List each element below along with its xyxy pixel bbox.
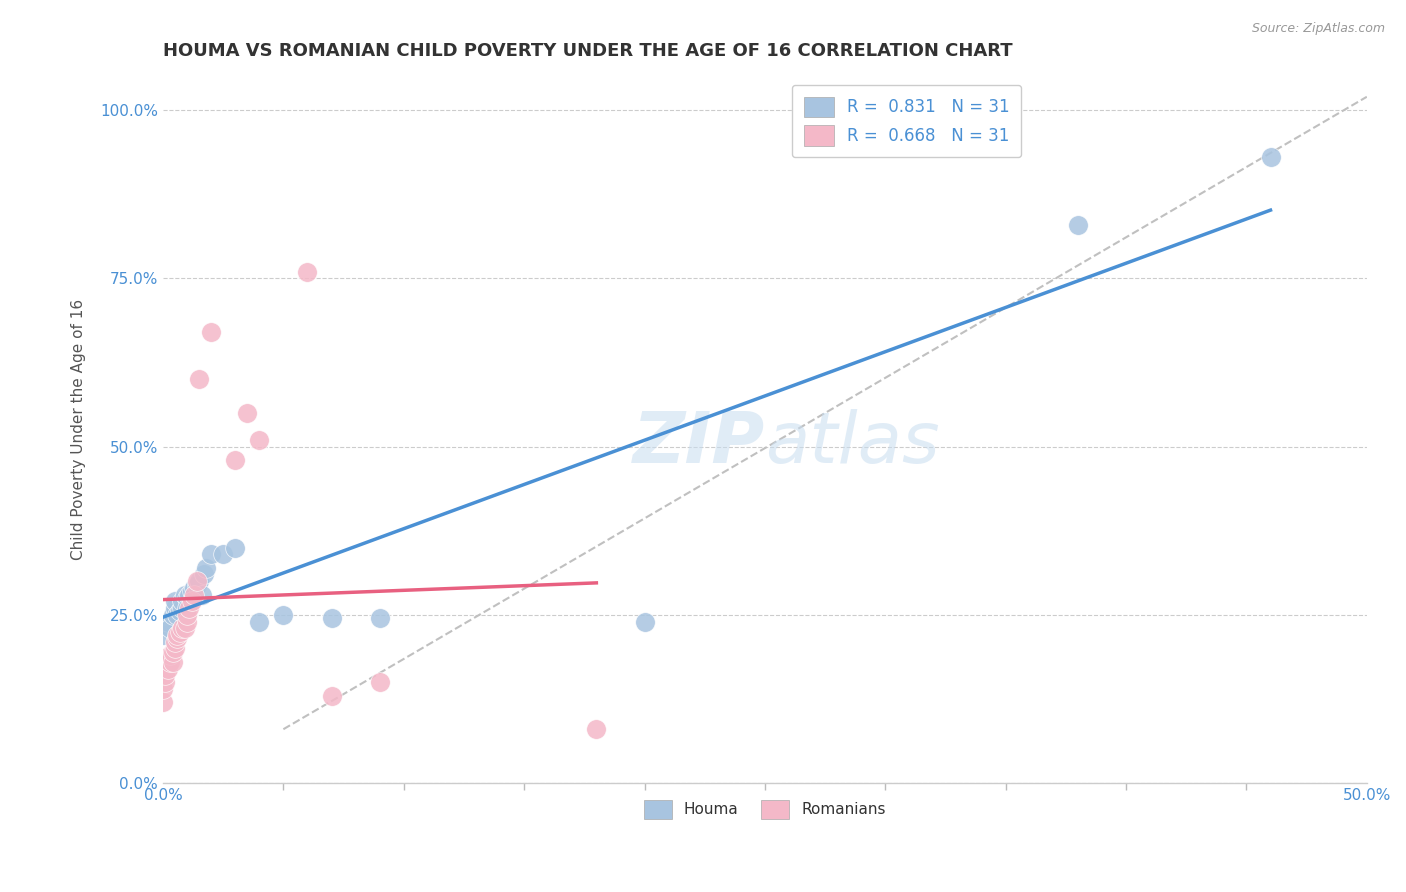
- Point: [163, 594, 186, 608]
- Point: [236, 406, 259, 420]
- Point: [1067, 218, 1090, 232]
- Point: [200, 547, 222, 561]
- Point: [155, 675, 177, 690]
- Text: HOUMA VS ROMANIAN CHILD POVERTY UNDER THE AGE OF 16 CORRELATION CHART: HOUMA VS ROMANIAN CHILD POVERTY UNDER TH…: [163, 42, 1012, 60]
- Point: [224, 541, 246, 555]
- Point: [173, 588, 195, 602]
- Point: [183, 581, 205, 595]
- Point: [195, 560, 218, 574]
- Point: [169, 624, 191, 639]
- Point: [183, 588, 205, 602]
- Point: [163, 634, 186, 648]
- Point: [159, 648, 181, 663]
- Point: [166, 628, 188, 642]
- Point: [166, 632, 188, 646]
- Point: [152, 681, 174, 696]
- Point: [186, 577, 208, 591]
- Point: [224, 453, 246, 467]
- Text: atlas: atlas: [765, 409, 939, 478]
- Point: [163, 641, 186, 656]
- Point: [368, 611, 391, 625]
- Point: [180, 594, 202, 608]
- Point: [247, 433, 270, 447]
- Text: ZIP: ZIP: [633, 409, 765, 478]
- Point: [180, 584, 202, 599]
- Point: [152, 628, 174, 642]
- Point: [176, 591, 198, 605]
- Point: [173, 621, 195, 635]
- Point: [633, 615, 655, 629]
- Point: [172, 621, 194, 635]
- Point: [585, 723, 607, 737]
- Point: [179, 601, 201, 615]
- Point: [321, 689, 343, 703]
- Y-axis label: Child Poverty Under the Age of 16: Child Poverty Under the Age of 16: [72, 299, 86, 560]
- Point: [200, 325, 222, 339]
- Point: [273, 607, 295, 622]
- Point: [186, 574, 208, 589]
- Point: [321, 611, 343, 625]
- Point: [152, 695, 174, 709]
- Point: [368, 675, 391, 690]
- Point: [155, 668, 177, 682]
- Point: [156, 615, 179, 629]
- Point: [193, 567, 215, 582]
- Legend: Houma, Romanians: Houma, Romanians: [638, 794, 891, 825]
- Point: [188, 372, 211, 386]
- Point: [176, 615, 198, 629]
- Point: [163, 601, 186, 615]
- Point: [188, 574, 211, 589]
- Point: [179, 588, 201, 602]
- Point: [172, 601, 194, 615]
- Point: [159, 621, 181, 635]
- Point: [297, 265, 319, 279]
- Text: Source: ZipAtlas.com: Source: ZipAtlas.com: [1251, 22, 1385, 36]
- Point: [166, 607, 188, 622]
- Point: [162, 645, 184, 659]
- Point: [162, 655, 184, 669]
- Point: [190, 588, 212, 602]
- Point: [159, 655, 181, 669]
- Point: [176, 601, 198, 615]
- Point: [156, 662, 179, 676]
- Point: [1260, 150, 1282, 164]
- Point: [172, 594, 194, 608]
- Point: [212, 547, 235, 561]
- Point: [176, 607, 198, 622]
- Point: [247, 615, 270, 629]
- Point: [162, 607, 184, 622]
- Point: [169, 605, 191, 619]
